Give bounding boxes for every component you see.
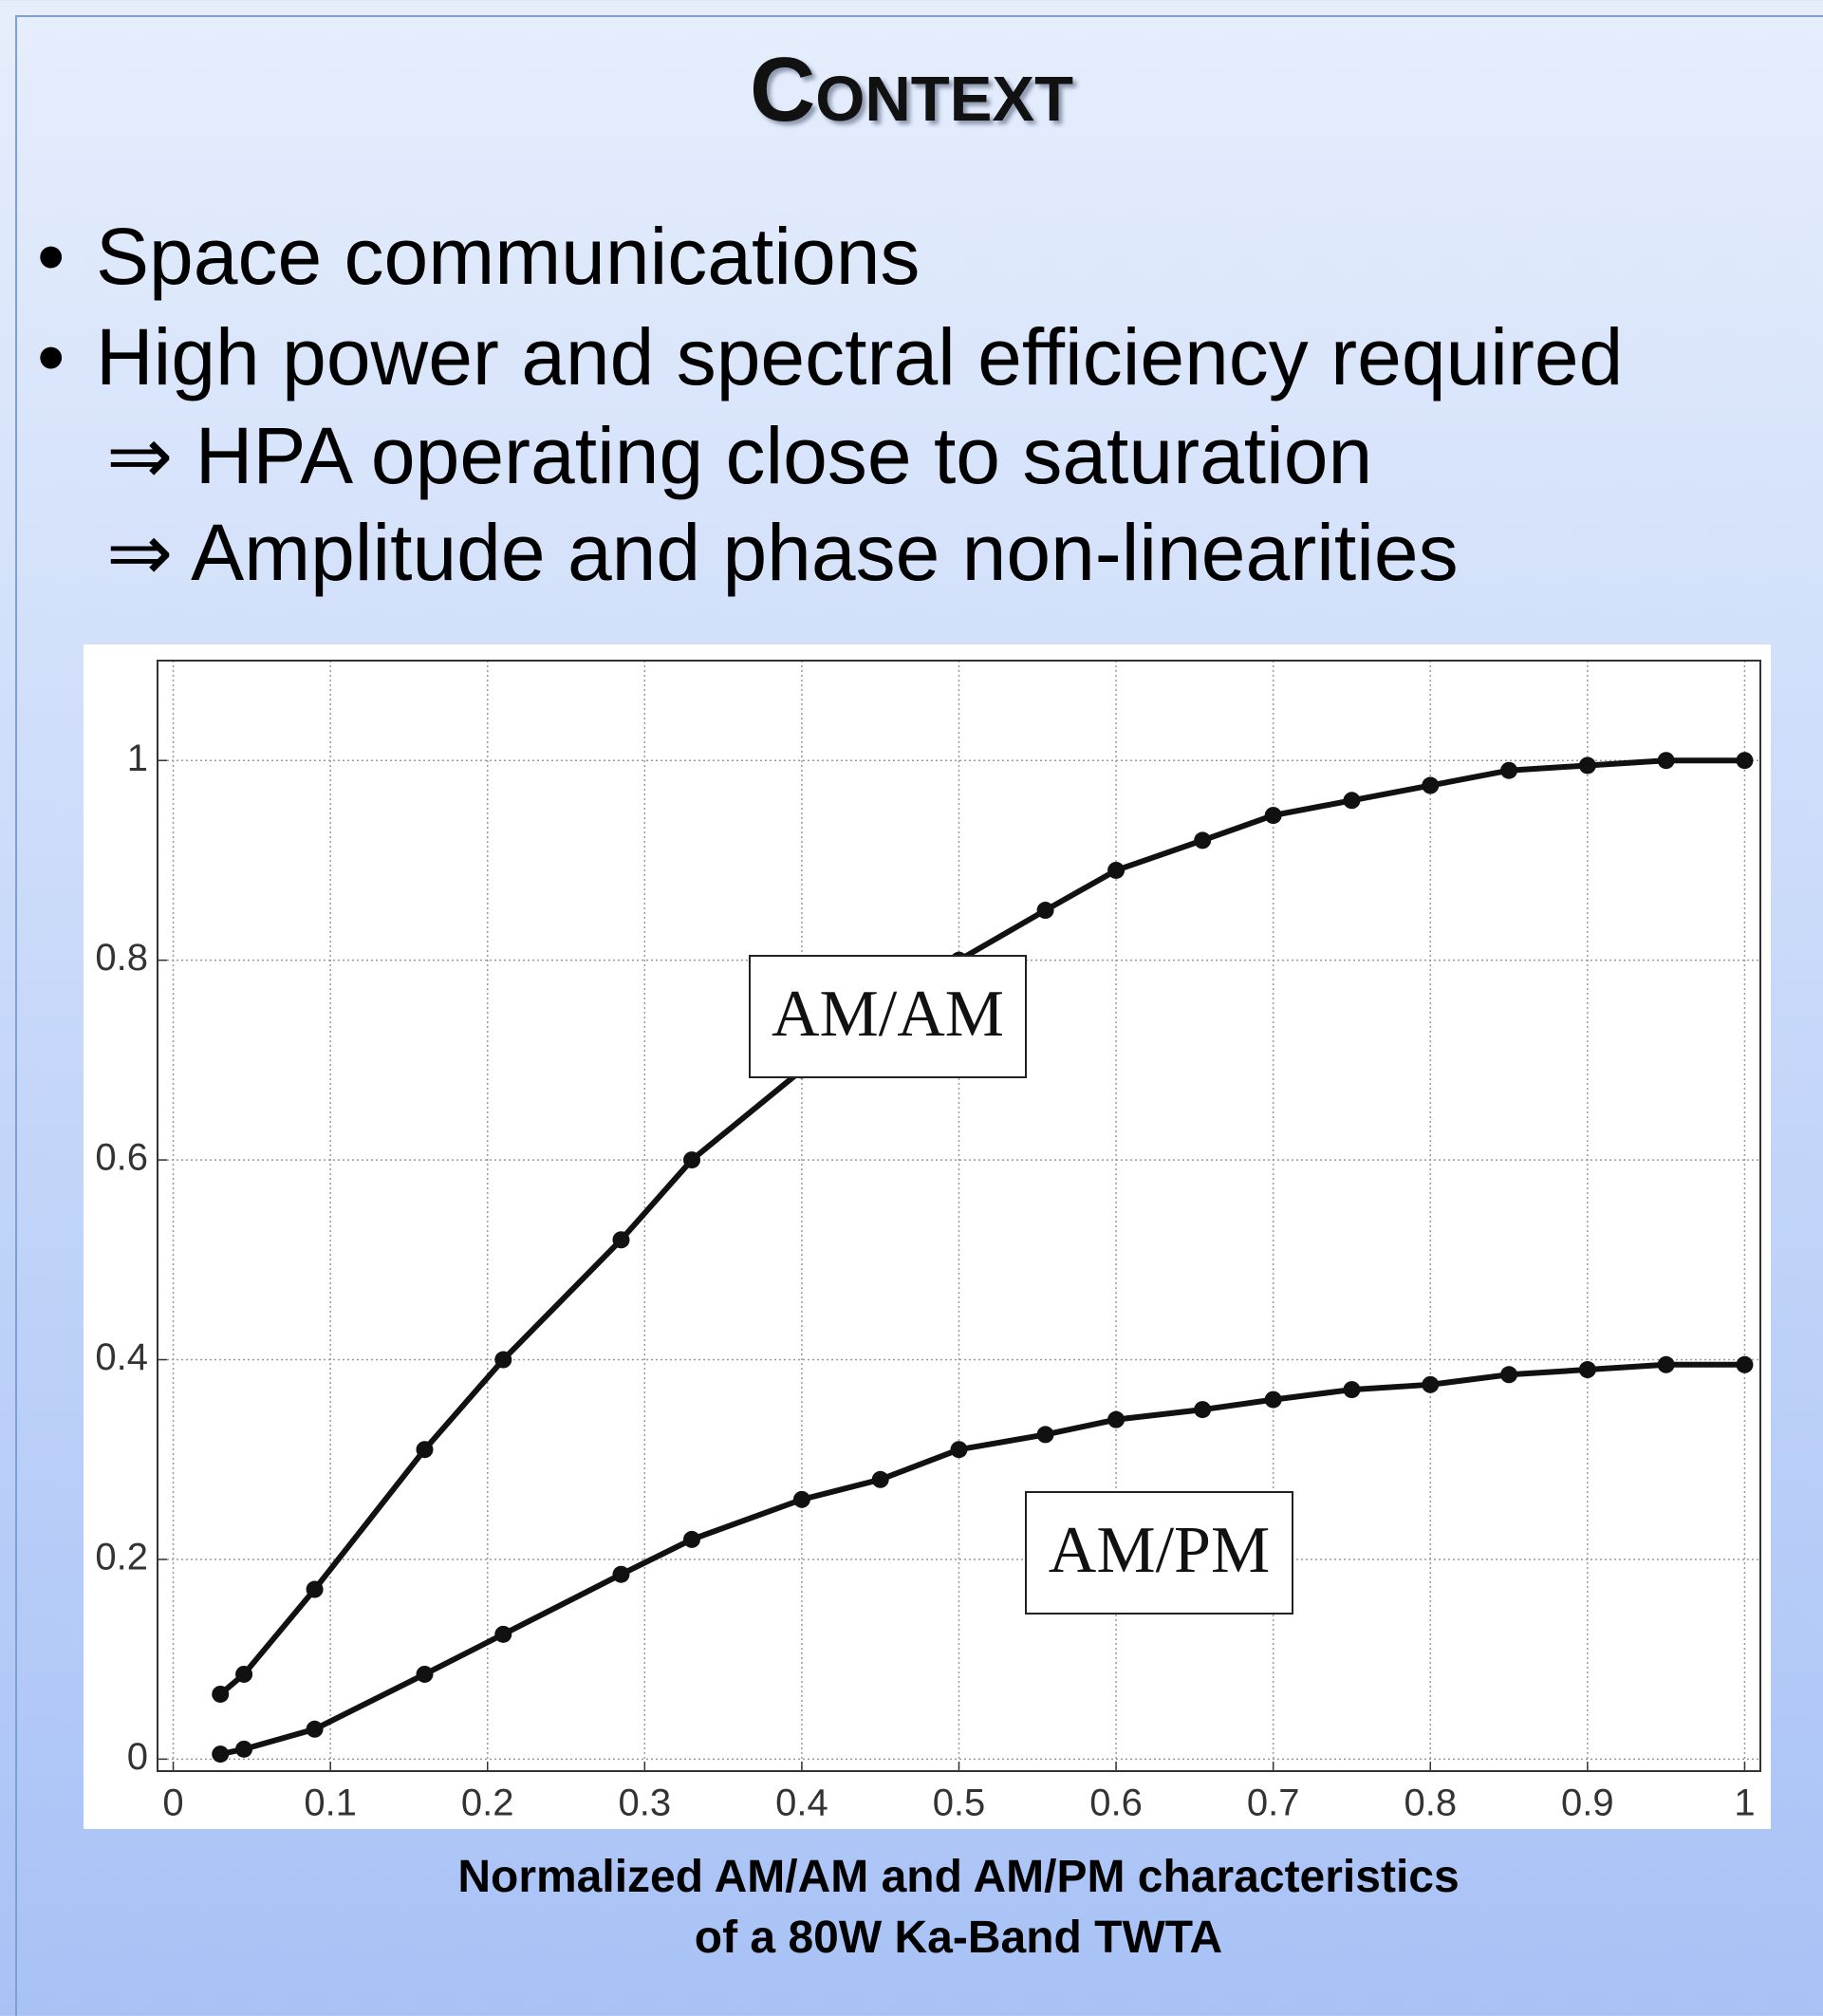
marker [1736, 1355, 1754, 1373]
x-tick-label: 0.5 [933, 1783, 986, 1824]
marker [1107, 861, 1125, 879]
annotation: AM/AM [772, 978, 1004, 1051]
marker [1657, 752, 1675, 770]
marker [212, 1685, 230, 1703]
marker [1036, 1426, 1054, 1444]
x-tick-label: 0.3 [619, 1783, 672, 1824]
marker [683, 1530, 700, 1548]
x-tick-label: 0.2 [461, 1783, 514, 1824]
marker [1264, 1391, 1282, 1409]
frame [15, 15, 1823, 2016]
series-line [219, 1361, 1745, 1758]
marker [612, 1231, 630, 1249]
marker [416, 1665, 434, 1683]
bullet: Space communications [37, 209, 920, 304]
y-tick-label: 0.8 [95, 937, 148, 979]
marker [871, 1470, 889, 1488]
marker [612, 1565, 630, 1583]
y-tick-label: 0.2 [95, 1537, 148, 1578]
x-tick-label: 0.7 [1247, 1783, 1300, 1824]
marker [1500, 761, 1518, 779]
y-tick-label: 0 [127, 1736, 148, 1778]
bullet: High power and spectral efficiency requi… [37, 309, 1623, 404]
marker [494, 1625, 512, 1643]
marker [1107, 1410, 1125, 1428]
y-tick-label: 1 [127, 737, 148, 779]
x-tick-label: 0.6 [1089, 1783, 1143, 1824]
sub-bullet: ⇒ Amplitude and phase non-linearities [106, 508, 1459, 597]
marker [1343, 792, 1361, 810]
marker [306, 1720, 324, 1738]
marker [212, 1745, 230, 1764]
marker [792, 1490, 810, 1508]
annotation: AM/PM [1049, 1514, 1270, 1587]
x-tick-label: 1 [1734, 1783, 1755, 1824]
marker [1500, 1366, 1518, 1384]
y-tick-label: 0.6 [95, 1137, 148, 1179]
marker [1036, 902, 1054, 920]
slide-title: Context [749, 39, 1074, 140]
x-tick-label: 0 [162, 1783, 183, 1824]
marker [1343, 1381, 1361, 1399]
caption: of a 80W Ka-Band TWTA [694, 1913, 1223, 1963]
marker [235, 1665, 253, 1683]
x-tick-label: 0.9 [1561, 1783, 1614, 1824]
marker [1194, 1401, 1212, 1419]
plot-frame [157, 660, 1761, 1772]
sub-bullet: ⇒ HPA operating close to saturation [106, 411, 1373, 500]
x-tick-label: 0.8 [1404, 1783, 1457, 1824]
marker [235, 1740, 253, 1758]
marker [1736, 752, 1754, 770]
marker [1422, 1375, 1440, 1393]
x-tick-label: 0.4 [775, 1783, 828, 1824]
y-tick-label: 0.4 [95, 1336, 148, 1378]
marker [1264, 807, 1282, 825]
annotation-box [749, 955, 1027, 1078]
chart-background [84, 644, 1771, 1829]
marker [1578, 1361, 1596, 1379]
marker [950, 1441, 968, 1459]
caption: Normalized AM/AM and AM/PM characteristi… [457, 1852, 1460, 1902]
marker [416, 1441, 434, 1459]
annotation-box [1025, 1491, 1293, 1615]
marker [1657, 1355, 1675, 1373]
marker [494, 1351, 512, 1369]
marker [683, 1151, 700, 1169]
series-line [218, 757, 1745, 1697]
x-tick-label: 0.1 [304, 1783, 357, 1824]
marker [306, 1580, 324, 1598]
marker [1578, 756, 1596, 775]
chart: 0 0.1 0.2 0.3 0.4 0.5 0.6 0.7 0.8 0.9 1 0 0.2 0.4 0.6 0… [84, 644, 1771, 1829]
marker [1422, 776, 1440, 794]
marker [1194, 831, 1212, 849]
